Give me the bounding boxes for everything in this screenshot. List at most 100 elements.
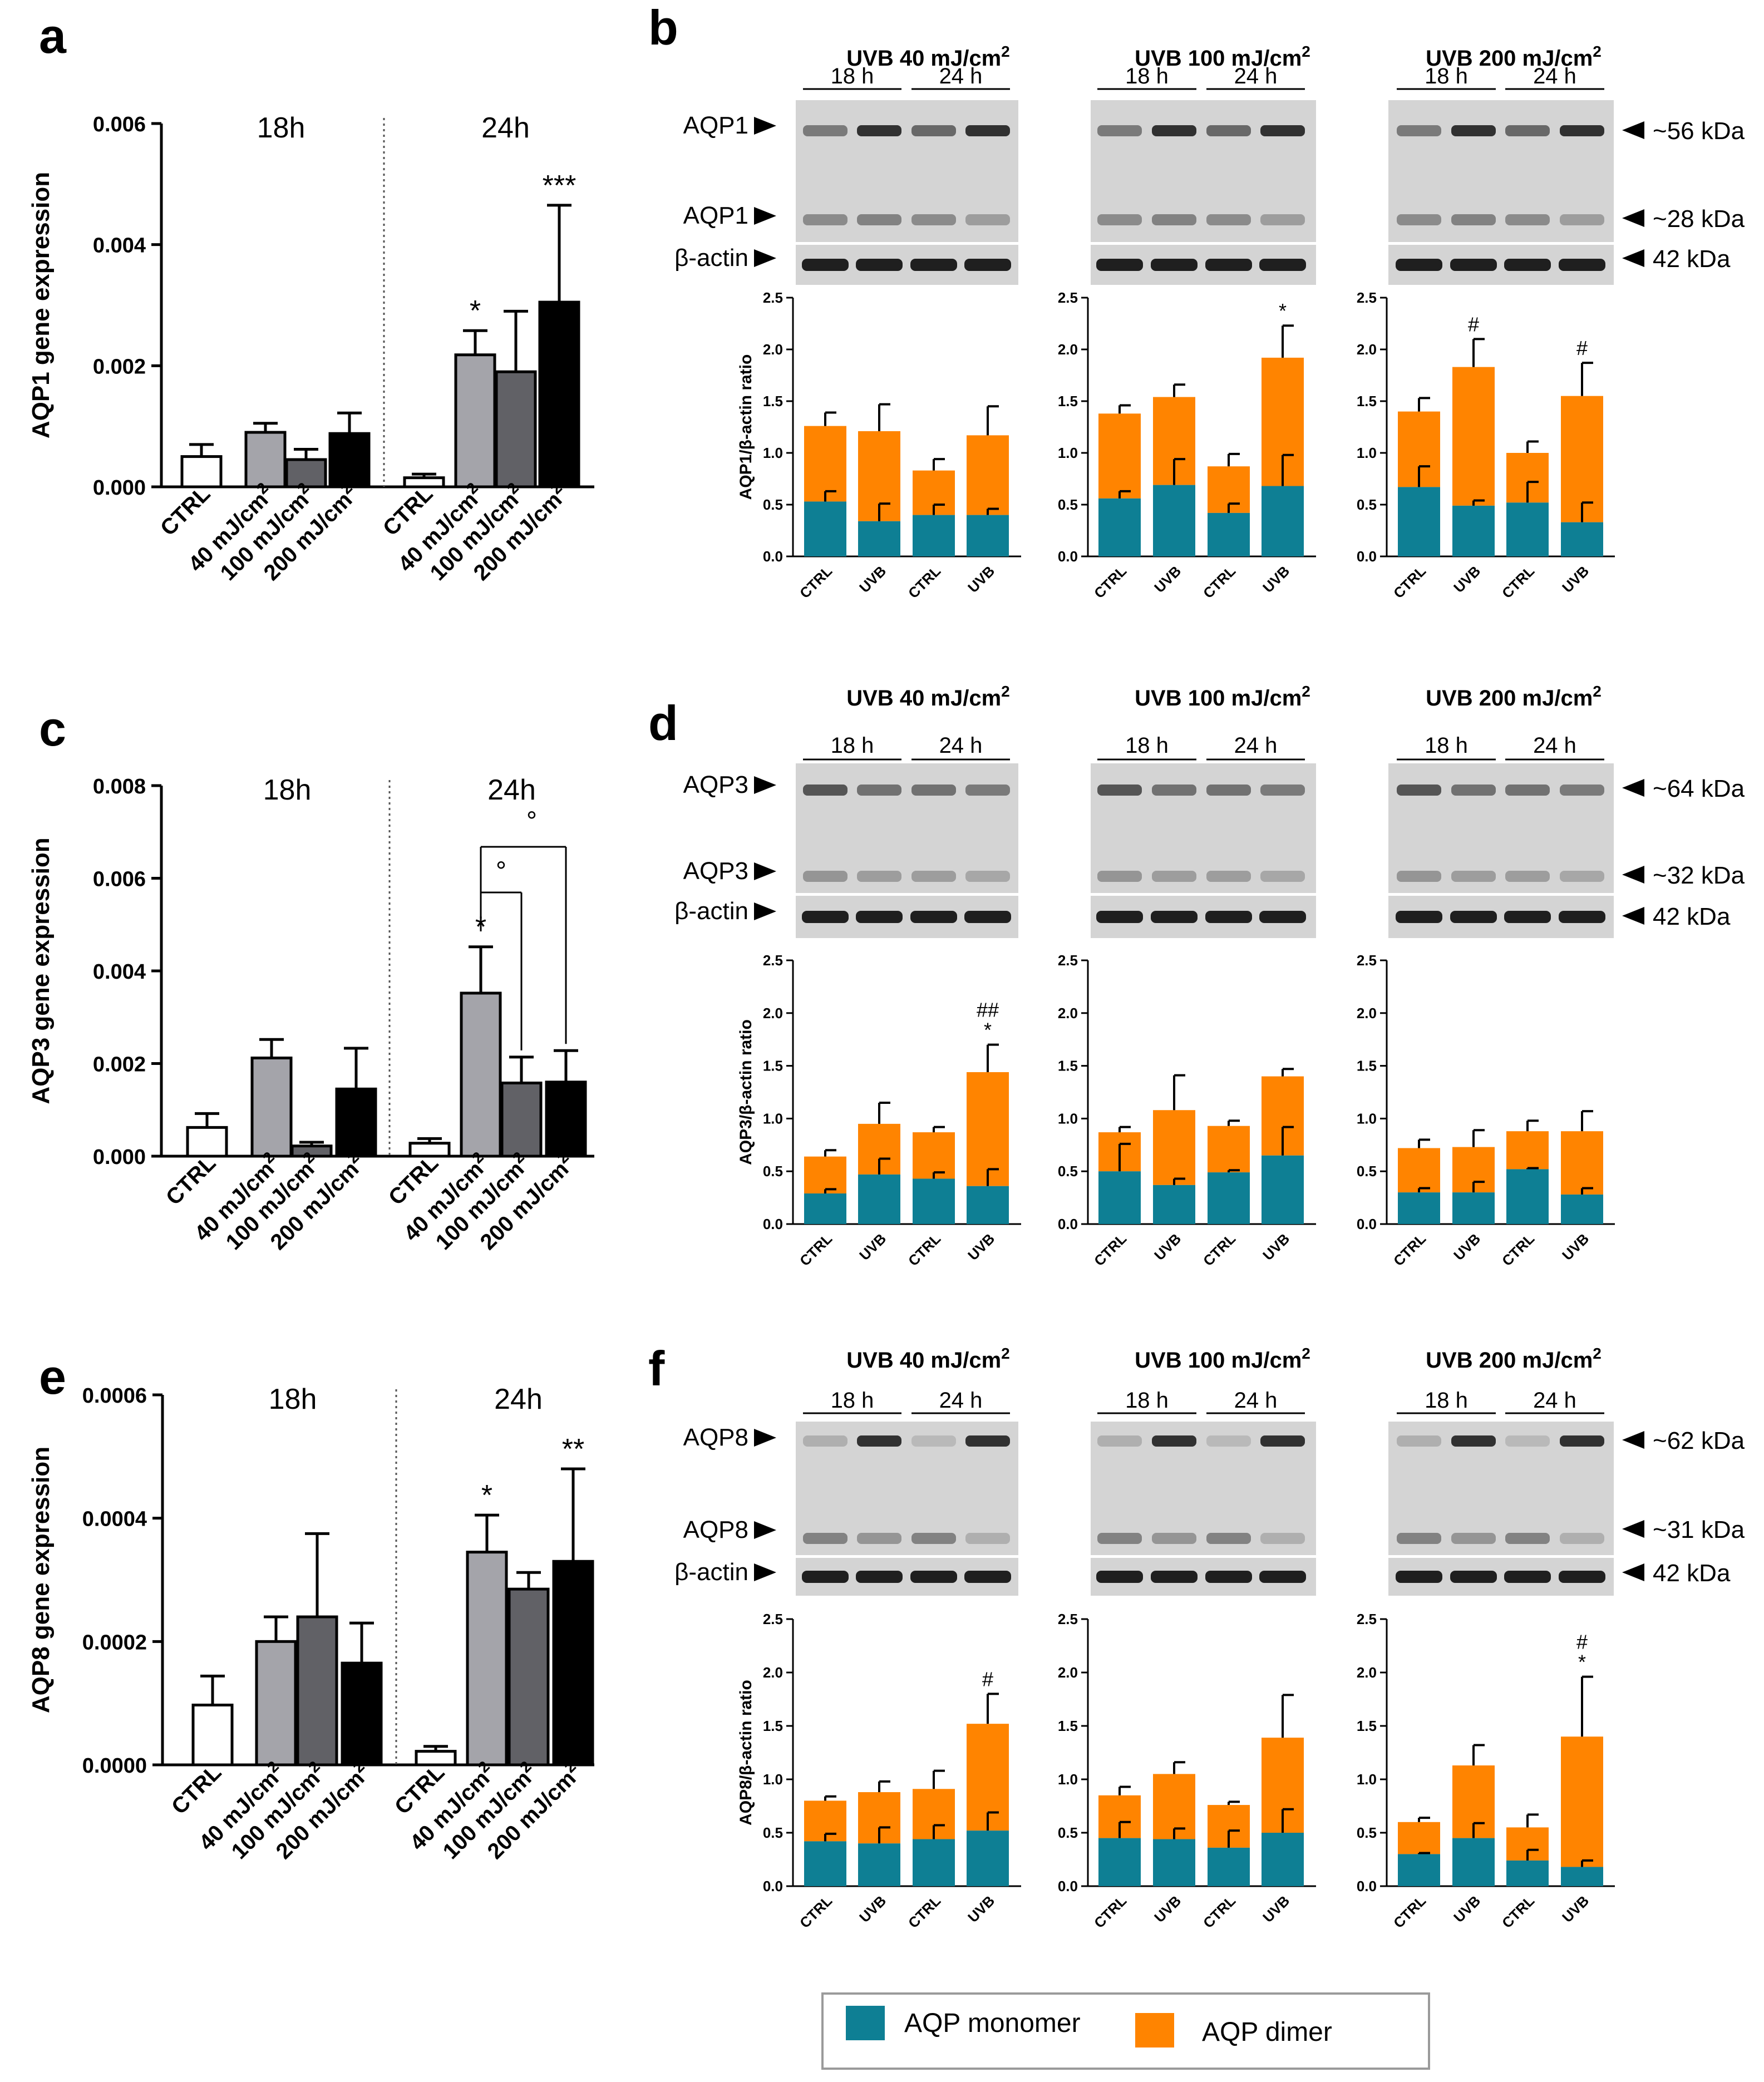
protein-label-dimer: AQP8 [683,1424,748,1451]
condition-title: UVB 40 mJ/cm2 [846,1345,1010,1373]
bar-monomer [858,1843,900,1886]
x-tick-label: CTRL [1390,563,1429,601]
blot-band [1152,214,1196,225]
blot-band [1096,259,1143,271]
significance-mark: ## [977,999,999,1022]
group-label-18h: 18h [263,774,312,806]
group-label-24h: 24h [494,1383,543,1415]
panel-letter-e: e [39,1349,66,1404]
condition-title: UVB 100 mJ/cm2 [1135,43,1310,71]
bar [186,1126,228,1158]
kda-label: ~31 kDa [1653,1516,1745,1543]
y-tick-label: 2.0 [1357,1664,1377,1681]
significance-mark: * [470,295,481,327]
y-tick-label: 0.0006 [82,1384,147,1408]
panel-letters: a b c d e f [39,0,678,1404]
kda-label: ~28 kDa [1653,205,1745,233]
bar-dimer [1561,396,1603,522]
protein-label-monomer: AQP3 [683,857,748,885]
blot-band [1560,871,1604,882]
blot-band [1397,1435,1441,1447]
blot-band [1096,1571,1143,1583]
x-tick-label: CTRL [1390,1230,1429,1269]
blot-band [1450,259,1497,271]
y-tick-label: 1.0 [1058,1771,1078,1788]
y-tick-label: 1.0 [1357,1110,1377,1127]
blot-band [1097,785,1142,796]
x-tick-label: CTRL [796,1892,835,1931]
x-tick-label: CTRL [905,563,944,601]
blot-subpanel: UVB 100 mJ/cm2 18 h 24 h 0.0 0.5 1.0 1.5 2.0 2.5… [1058,683,1316,1269]
y-tick-label: 1.0 [1357,445,1377,461]
blot-band [1206,125,1251,136]
bar [180,455,223,489]
blot-band [1451,214,1496,225]
x-tick-label: CTRL [1091,563,1130,601]
bar-dimer [1398,1822,1440,1854]
y-axis-title: AQP8/β-actin ratio [737,1680,755,1826]
blot-band [1205,1571,1252,1583]
x-tick-label: CTRL [1200,1230,1239,1269]
blot-band [1505,214,1550,225]
condition-title: UVB 200 mJ/cm2 [1426,1345,1602,1373]
y-tick-label: 0.004 [93,234,146,258]
kda-label: ~56 kDa [1653,117,1745,145]
blot-band [1260,214,1305,225]
y-tick-label: 2.5 [1357,1611,1377,1627]
blot-band [1260,1533,1305,1544]
y-axis-title: AQP1 gene expression [27,172,55,438]
blot-band [1152,871,1196,882]
bar [460,991,502,1158]
y-tick-label: 0.5 [1357,1824,1377,1841]
significance-mark: * [984,1019,992,1042]
bar-monomer [1452,1838,1495,1886]
blot-band [1152,1533,1196,1544]
x-tick-label: CTRL [1499,1230,1538,1269]
blot-band [911,871,956,882]
y-tick-label: 0.0 [1058,1216,1078,1232]
x-tick-label: UVB [856,563,889,596]
bar [285,458,327,489]
y-tick-label: 1.0 [763,445,783,461]
condition-superscript: 2 [1302,1345,1310,1362]
bar-monomer [1153,485,1195,556]
legend-label-monomer: AQP monomer [904,2009,1081,2038]
y-tick-label: 0.5 [763,1163,783,1180]
blot-band [1559,1571,1605,1583]
panel-letter-f: f [648,1341,665,1396]
bar [454,353,496,489]
y-tick-label: 0.5 [1058,1824,1078,1841]
blot-band [1559,259,1605,271]
y-tick-label: 2.5 [1058,289,1078,306]
blot-band [1206,1435,1251,1447]
x-tick-label: CTRL [1091,1892,1130,1931]
kda-label: 42 kDa [1653,1560,1731,1587]
blot-band [964,259,1011,271]
y-tick-label: 0.5 [763,1824,783,1841]
panel-letter-c: c [39,701,66,756]
y-tick-label: 0.5 [1058,496,1078,513]
y-tick-label: 0.000 [93,476,146,500]
y-tick-label: 0.006 [93,868,146,891]
blot-band [1396,911,1442,923]
blot-band [965,871,1010,882]
y-tick-label: 1.5 [1357,1718,1377,1734]
blot-band [911,785,956,796]
group-label-24h: 24h [481,112,530,144]
y-tick-label: 0.008 [93,775,146,798]
significance-mark: * [1279,299,1287,322]
arrow-left-icon [1622,1520,1644,1538]
bar-dimer [967,435,1009,515]
blot-band [802,1571,849,1583]
time-label: 18 h [831,64,874,88]
bar-monomer [913,1178,955,1224]
bar [341,1661,383,1767]
bar-monomer [1098,498,1141,556]
bar [335,1087,377,1158]
bar-monomer [1098,1838,1141,1886]
y-tick-label: 0.5 [1357,496,1377,513]
